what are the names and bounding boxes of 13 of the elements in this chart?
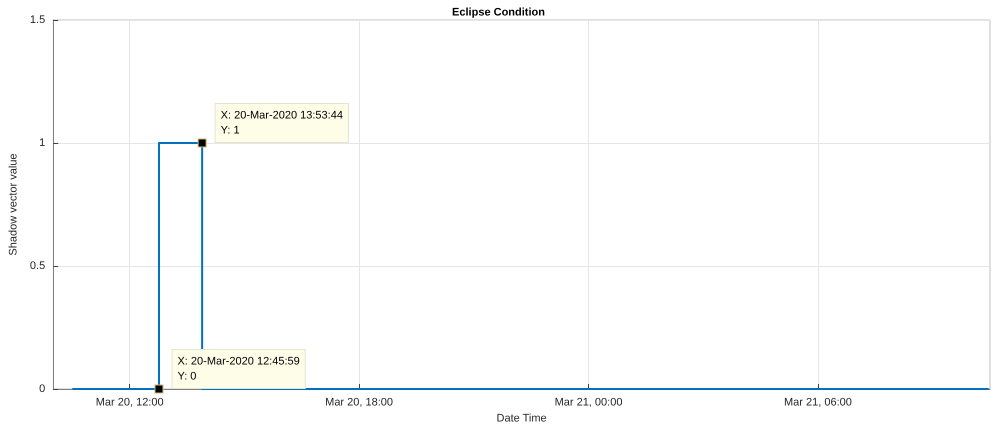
- annotation: X: 20-Mar-2020 13:53:44 Y: 1: [220, 110, 343, 136]
- chart-title: Eclipse Condition: [452, 6, 546, 18]
- y-tick-label: 0.5: [30, 260, 46, 272]
- x-tick-label: Mar 21, 06:00: [784, 396, 852, 408]
- x-tick-label: Mar 21, 00:00: [554, 396, 622, 408]
- y-tick-label: 0: [39, 383, 46, 395]
- annotation: X: 20-Mar-2020 12:45:59 Y: 0: [177, 356, 300, 382]
- y-tick-label: 1.5: [30, 14, 46, 26]
- x-tick-label: Mar 20, 18:00: [325, 396, 394, 408]
- x-tick-label: Mar 20, 12:00: [96, 396, 164, 408]
- y-tick-label: 1: [39, 137, 46, 149]
- y-axis-title: Shadow vector value: [8, 153, 20, 256]
- x-axis-title: Date Time: [496, 412, 547, 424]
